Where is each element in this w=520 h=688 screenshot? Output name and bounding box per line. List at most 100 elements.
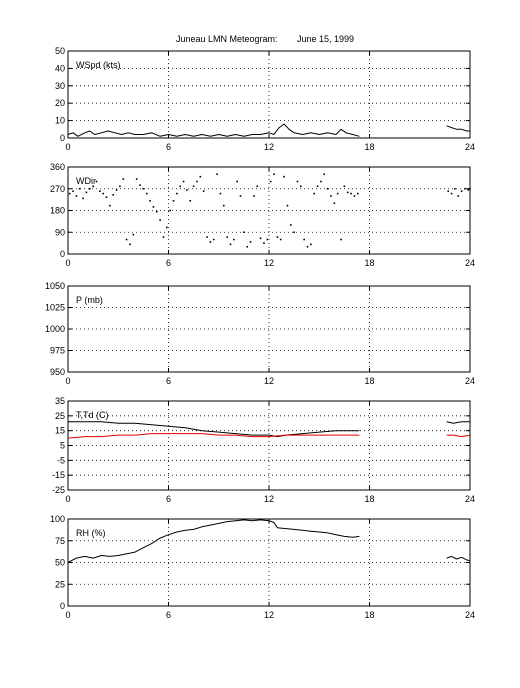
panel-wdir-point-0-15 [119, 185, 121, 188]
panel-wdir-point-0-65 [286, 204, 289, 207]
panel-wdir-xtick-label-3: 18 [364, 258, 374, 268]
panel-wdir-point-0-9 [99, 190, 101, 192]
panel-wdir-point-0-85 [353, 195, 356, 197]
panel-wdir-xtick-label-1: 6 [166, 258, 171, 268]
panel-wdir-point-0-83 [346, 191, 349, 194]
panel-pres-xtick-label-4: 24 [465, 376, 475, 386]
panel-wdir-point-0-13 [112, 193, 115, 196]
panel-wdir-point-0-52 [243, 231, 245, 234]
panel-wdir-point-0-62 [276, 236, 279, 238]
panel-wdir-point-0-21 [139, 184, 141, 186]
panel-temp-label: T,Td (C) [76, 410, 109, 420]
panel-wdir-point-0-4 [82, 197, 84, 200]
panel-wspd-xtick-label-0: 0 [65, 142, 70, 152]
panel-rh-ytick-label-0: 0 [60, 601, 65, 611]
panel-wdir-point-0-76 [323, 173, 326, 176]
panel-pres-ytick-label-4: 1050 [45, 281, 65, 291]
panel-wdir-point-0-32 [176, 192, 178, 195]
panel-wdir-point-0-38 [196, 180, 198, 183]
panel-temp-ytick-label-4: 15 [55, 426, 65, 436]
panel-rh-series-0 [67, 519, 360, 563]
panel-temp-ytick-label-6: 35 [55, 396, 65, 406]
panel-wdir-point-0-39 [199, 175, 202, 178]
panel-wspd-ytick-label-5: 50 [55, 46, 65, 56]
panel-wdir-point-0-55 [253, 195, 255, 197]
panel-wspd-xtick-label-1: 6 [166, 142, 171, 152]
panel-wspd-frame [67, 50, 471, 139]
panel-wspd-ytick-label-1: 10 [55, 116, 65, 126]
panel-wdir-point-0-45 [219, 192, 222, 195]
panel-wspd-xtick-label-2: 12 [264, 142, 274, 152]
panel-wdir-point-0-82 [343, 185, 346, 188]
panel-wspd-ytick-label-4: 40 [55, 63, 65, 73]
panel-wdir-label: WDir [76, 176, 96, 186]
panel-wdir-point-0-40 [202, 190, 205, 192]
panel-wdir-point-0-81 [340, 238, 342, 241]
panel-wdir-point-0-37 [192, 185, 195, 188]
panel-wspd-label: WSpd (kts) [76, 60, 121, 70]
panel-wdir-series-1 [447, 187, 471, 197]
panel-wdir-point-0-60 [269, 180, 272, 183]
panel-wdir-point-0-46 [222, 204, 225, 207]
panel-wdir-point-0-34 [182, 180, 185, 183]
panel-wdir-point-0-33 [179, 185, 182, 188]
panel-rh-ytick-label-3: 75 [55, 536, 65, 546]
panel-temp-series-0 [68, 421, 360, 438]
panel-wdir-point-0-64 [283, 175, 285, 178]
panel-wdir-point-0-78 [330, 195, 332, 197]
panel-wdir-point-0-63 [279, 238, 282, 241]
panel-wdir-point-0-42 [209, 241, 212, 243]
panel-wspd-ytick-label-3: 30 [55, 81, 65, 91]
panel-pres-xtick-label-1: 6 [166, 376, 171, 386]
panel-wdir-point-0-43 [212, 238, 215, 241]
panel-wdir-point-0-22 [142, 187, 145, 190]
panel-pres-ytick-label-1: 975 [50, 346, 65, 356]
panel-wdir-series-0 [68, 173, 359, 248]
panel-pres: 0 6 12 18 24 950 975 1000 1025 1050 P (mb) [45, 281, 475, 386]
panel-wdir-point-0-54 [249, 241, 252, 243]
panel-temp-xtick-label-0: 0 [65, 494, 70, 504]
panel-wdir-point-0-61 [273, 173, 275, 176]
panel-wdir-point-0-6 [88, 187, 91, 190]
panel-rh-ytick-label-4: 100 [50, 514, 65, 524]
panel-pres-ytick-label-2: 1000 [45, 324, 65, 334]
panel-wdir-point-0-57 [259, 237, 262, 240]
figure-title: Juneau LMN Meteogram: [176, 34, 278, 44]
panel-wdir-point-0-68 [296, 180, 299, 183]
panel-wdir-point-0-20 [135, 178, 138, 180]
panel-wspd-series-0 [67, 123, 360, 137]
panel-temp-ytick-label-3: 5 [60, 441, 65, 451]
panel-wdir-ytick-label-0: 0 [60, 249, 65, 259]
panel-wdir: 0 6 12 18 24 0 90 180 270 360 WDir [50, 162, 475, 268]
panel-temp: 0 6 12 18 24 -25 -15 -5 5 15 25 35 T,Td (C) [52, 396, 475, 504]
panel-wdir-point-0-27 [159, 219, 161, 221]
panel-wdir-point-1-3 [457, 195, 460, 197]
panel-rh-xtick-label-2: 12 [264, 610, 274, 620]
panel-wdir-point-0-10 [102, 192, 104, 195]
panel-wdir-point-0-41 [206, 236, 208, 238]
panel-wdir-point-0-51 [239, 195, 242, 197]
panel-wdir-point-1-5 [464, 187, 466, 190]
panel-wdir-point-0-47 [226, 236, 228, 238]
panel-temp-series-2 [67, 433, 360, 439]
panel-wdir-point-0-0 [68, 192, 71, 195]
panel-rh-xtick-label-3: 18 [364, 610, 374, 620]
panel-wdir-point-0-28 [162, 236, 165, 238]
panel-wdir-point-1-4 [460, 190, 463, 192]
panel-rh-xtick-label-4: 24 [465, 610, 475, 620]
panel-wdir-point-0-31 [172, 200, 175, 202]
panel-wdir-ytick-label-4: 360 [50, 162, 65, 172]
panel-wdir-point-0-8 [95, 180, 98, 183]
panel-wdir-point-0-18 [129, 243, 131, 246]
panel-rh-xtick-label-0: 0 [65, 610, 70, 620]
panel-wdir-point-0-70 [303, 238, 305, 241]
panel-wspd-series-1 [446, 125, 470, 132]
panel-wdir-point-1-1 [450, 192, 453, 195]
panel-wdir-point-0-77 [326, 187, 329, 190]
panel-wdir-point-0-23 [145, 192, 148, 195]
panel-wdir-xtick-label-2: 12 [264, 258, 274, 268]
panel-wdir-ytick-label-1: 90 [55, 227, 65, 237]
panel-wdir-point-0-48 [229, 243, 232, 246]
